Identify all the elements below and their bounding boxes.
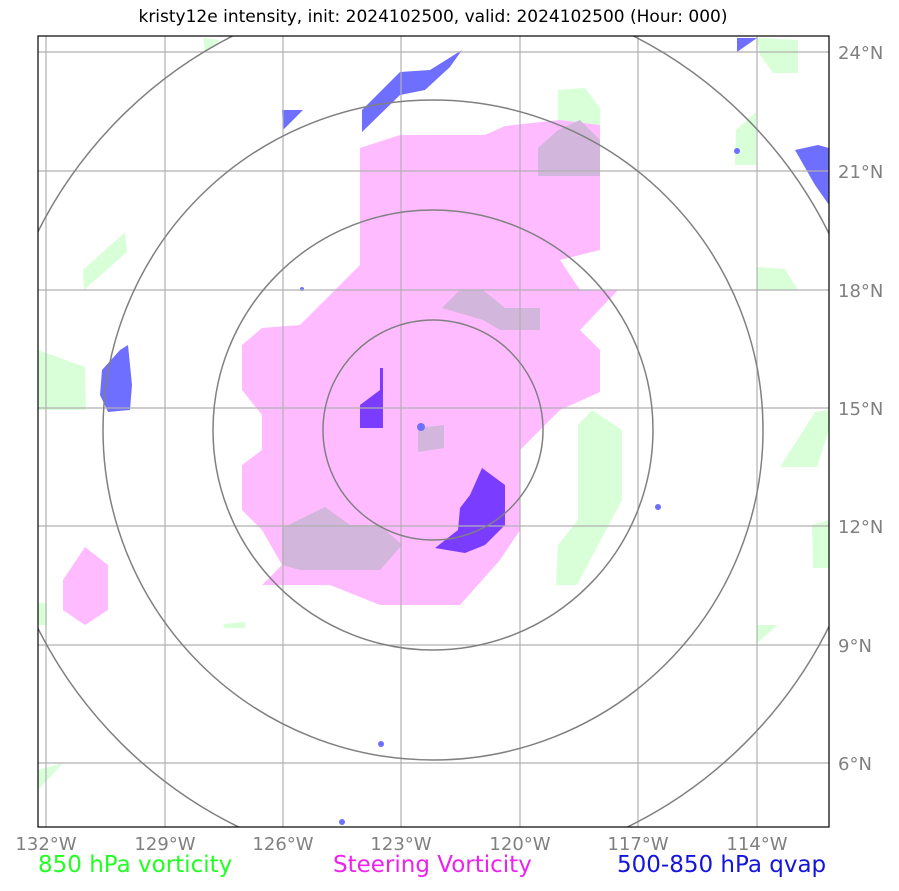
lon-tick-label: 132°W bbox=[15, 834, 76, 855]
qvap-layer bbox=[100, 38, 829, 825]
steering-vorticity-layer bbox=[63, 120, 618, 625]
legend-steering-vorticity: Steering Vorticity bbox=[333, 852, 532, 878]
range-rings bbox=[38, 36, 829, 827]
plot-frame bbox=[37, 35, 830, 828]
lon-tick-label: 117°W bbox=[607, 834, 668, 855]
lat-tick-label: 21°N bbox=[838, 162, 883, 183]
range-ring bbox=[212, 209, 654, 651]
lon-tick-label: 114°W bbox=[726, 834, 787, 855]
lat-tick-label: 15°N bbox=[838, 399, 883, 420]
range-ring bbox=[322, 319, 544, 541]
lat-tick-label: 12°N bbox=[838, 517, 883, 538]
lat-tick-labels: 24°N 21°N 18°N 15°N 12°N 9°N 6°N bbox=[838, 43, 883, 775]
graticule bbox=[38, 36, 829, 827]
legend-vorticity-850: 850 hPa vorticity bbox=[38, 852, 233, 878]
lat-tick-label: 9°N bbox=[838, 636, 872, 657]
legend-qvap: 500-850 hPa qvap bbox=[617, 852, 827, 878]
lat-tick-label: 18°N bbox=[838, 281, 883, 302]
lat-tick-label: 24°N bbox=[838, 43, 883, 64]
range-ring bbox=[102, 99, 764, 761]
lon-tick-labels: 132°W 129°W 126°W 123°W 120°W 117°W 114°… bbox=[15, 834, 787, 855]
lon-tick-label: 126°W bbox=[252, 834, 313, 855]
map-plot-area bbox=[38, 36, 829, 827]
lon-tick-label: 120°W bbox=[489, 834, 550, 855]
lon-tick-label: 123°W bbox=[370, 834, 431, 855]
lon-tick-label: 129°W bbox=[134, 834, 195, 855]
map-title: kristy12e intensity, init: 2024102500, v… bbox=[138, 7, 728, 27]
lat-tick-label: 6°N bbox=[838, 754, 872, 775]
